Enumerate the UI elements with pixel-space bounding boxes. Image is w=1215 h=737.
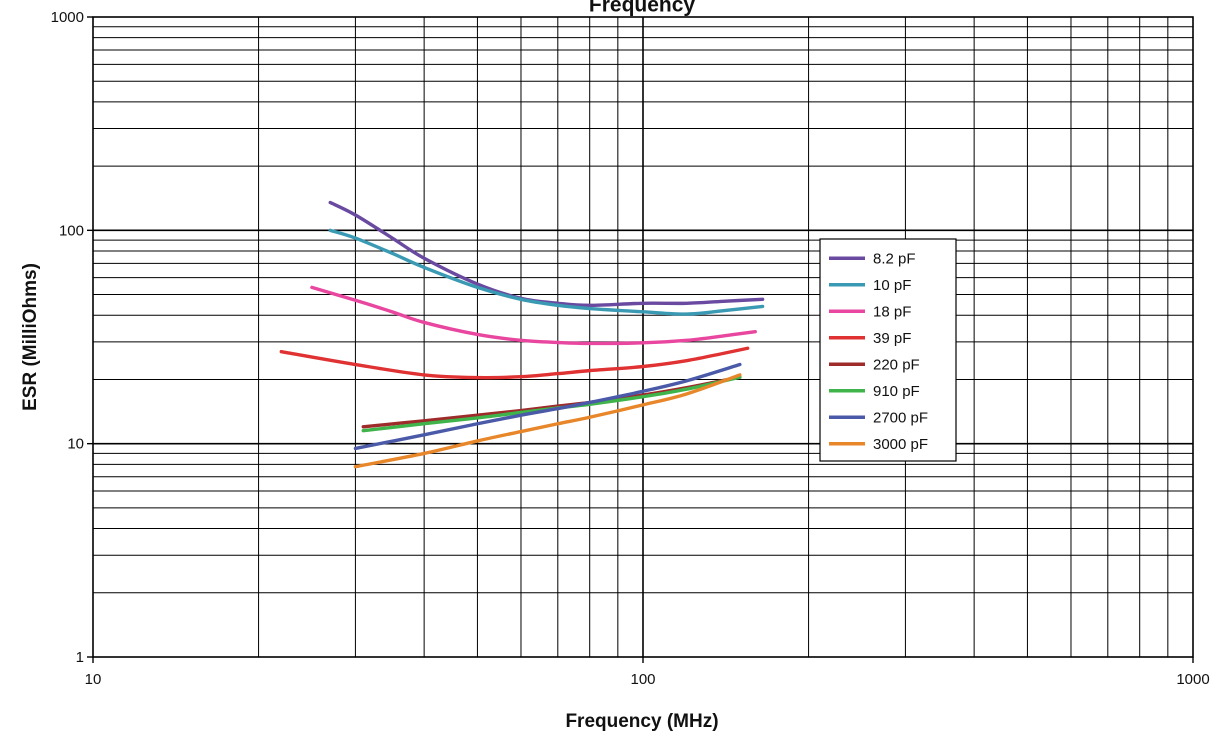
legend-item: 2700 pF: [829, 409, 928, 426]
series-line-910-pf: [361, 375, 742, 433]
legend-label: 2700 pF: [873, 409, 928, 426]
x-tick-label: 100: [630, 671, 655, 688]
series-line-10-pf: [328, 228, 765, 316]
x-axis-label: Frequency (MHz): [565, 711, 718, 732]
legend-box: [819, 238, 957, 462]
x-tick-label: 10: [85, 671, 102, 688]
series-lines: [279, 200, 765, 469]
legend-item: 18 pF: [829, 303, 911, 320]
y-tick-label: 10: [67, 436, 84, 453]
x-axis-ticks: 10 100 1000: [85, 657, 1210, 688]
grid-lines: [93, 17, 1193, 657]
legend-label: 10 pF: [873, 277, 911, 294]
legend-label: 3000 pF: [873, 436, 928, 453]
legend-label: 220 pF: [873, 356, 920, 373]
legend-item: 910 pF: [829, 383, 920, 400]
legend-label: 39 pF: [873, 330, 911, 347]
legend-label: 910 pF: [873, 383, 920, 400]
legend-item: 10 pF: [829, 277, 911, 294]
series-line-220-pf: [361, 375, 742, 429]
series-line-18-pf: [310, 285, 757, 346]
series-line-2700-pf: [353, 362, 742, 451]
legend-item: 39 pF: [829, 330, 911, 347]
y-axis-ticks: 1 10 100 1000: [51, 9, 93, 666]
y-tick-label: 1000: [51, 9, 84, 26]
series-line-39-pf: [279, 346, 750, 380]
legend-label: 8.2 pF: [873, 250, 916, 267]
y-tick-label: 100: [59, 222, 84, 239]
legend-label: 18 pF: [873, 303, 911, 320]
legend-item: 220 pF: [829, 356, 920, 373]
x-tick-label: 1000: [1176, 671, 1209, 688]
legend: 8.2 pF 10 pF 18 pF 39 pF 220 pF 910 pF 2700 pF…: [819, 238, 957, 462]
chart-title: Frequency: [589, 0, 696, 16]
series-line-3000-pf: [353, 373, 742, 469]
legend-item: 8.2 pF: [829, 250, 916, 267]
legend-item: 3000 pF: [829, 436, 928, 453]
y-tick-label: 1: [76, 649, 84, 666]
y-axis-label: ESR (MilliOhms): [20, 263, 41, 411]
